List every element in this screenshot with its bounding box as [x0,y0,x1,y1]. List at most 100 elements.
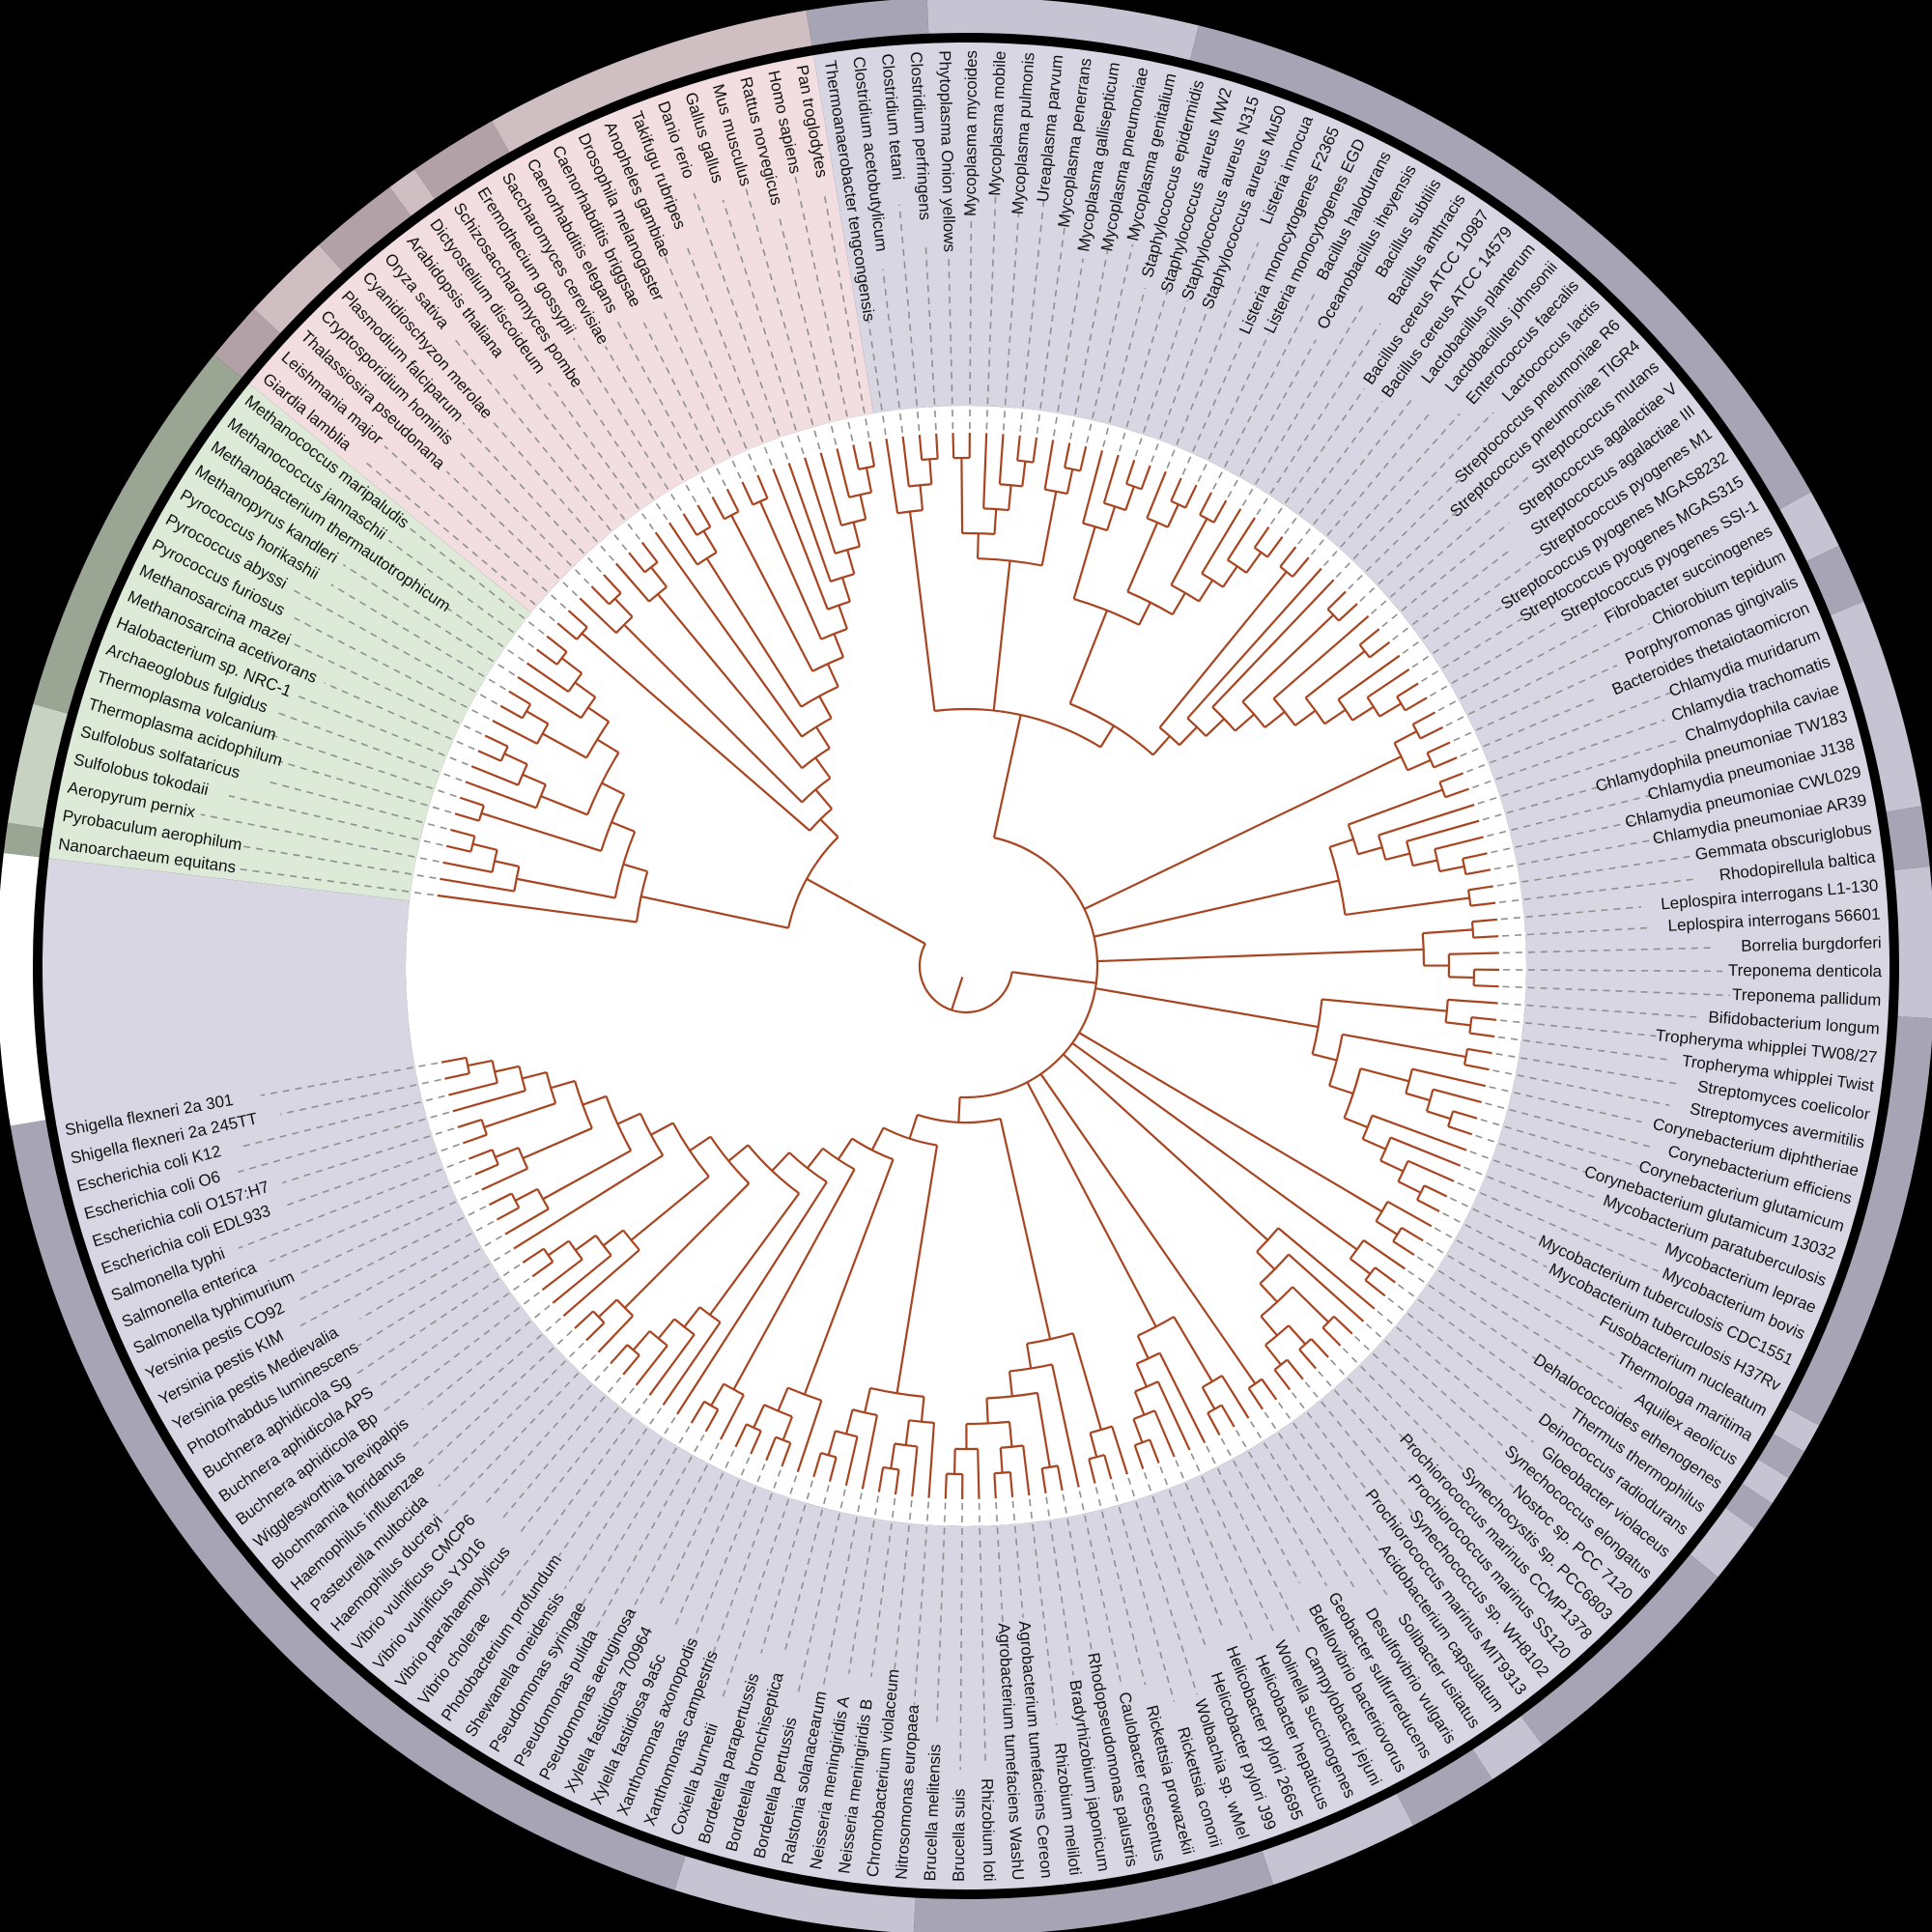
branch [1025,1343,1033,1369]
leaf-connector [330,583,506,691]
branch [1082,450,1104,525]
branch [635,1345,668,1386]
branch [597,1298,618,1319]
clade-arc [869,1386,924,1398]
tree-branches [437,433,1499,1499]
ring-segment-archaea [3,822,43,858]
branch [1260,1315,1278,1337]
leaf-connector [281,1143,460,1208]
leaf-connector [1487,793,1655,838]
branch [522,773,547,786]
branch [1221,1375,1250,1419]
branch [1009,1471,1014,1497]
clade-arc [1259,1253,1290,1285]
branch [445,844,471,853]
branch [1412,711,1436,725]
branch [1427,741,1451,754]
branch [1321,1326,1342,1347]
ring-segment-bacteria [1893,866,1932,1019]
ring-segment-bacteria [913,1851,1274,1932]
leaf-connector [693,192,789,460]
branch [796,1400,823,1473]
branch [819,818,839,838]
leaf-connector [384,445,567,610]
clade-arc [1000,1444,1024,1449]
leaf-connector [1411,597,1517,668]
branch [1094,987,1319,1029]
leaf-connector [1241,303,1365,506]
leaf-connector [200,813,440,863]
clade-arc [1170,583,1200,603]
branch [1036,1392,1051,1467]
branch [870,1126,885,1151]
branch [1261,1378,1278,1401]
leaf-connector [661,307,742,479]
branch [1222,565,1238,588]
leaf-connector [1453,664,1618,742]
branch [550,1079,576,1090]
clade-arc [852,1408,878,1417]
branch [935,433,939,459]
branch [613,597,634,618]
leaf-connector [1416,1256,1623,1390]
branch [1149,1439,1160,1464]
branch [734,1423,748,1448]
branch [1207,1412,1221,1436]
branch [1333,1315,1353,1335]
leaf-connector [1086,243,1134,443]
branch [579,597,617,634]
species-label: Rhizobium loti [978,1778,999,1882]
branch [628,552,646,574]
leaf-connector [1304,1381,1420,1522]
branch [1266,536,1284,558]
branch [844,1435,859,1487]
branch [1279,546,1297,568]
branch [911,1446,919,1497]
leaf-connector [359,1235,502,1320]
branch [597,1315,634,1353]
branch [833,633,845,658]
clade-arc [1158,726,1180,747]
branch [1170,477,1182,502]
branch [1277,1227,1376,1310]
branch [1362,1239,1406,1270]
branch [470,765,519,786]
branch [1022,1445,1031,1496]
branch [1247,1387,1264,1410]
branch [682,513,698,536]
branch [1384,852,1410,861]
branch [536,648,558,666]
branch [1328,1084,1354,1095]
branch [1173,1316,1213,1382]
ring-segment-bacteria [1886,806,1930,870]
branch [1021,461,1027,487]
branch [814,788,833,810]
branch [1273,1369,1292,1391]
branch [1026,1081,1157,1327]
branch [806,1148,824,1169]
clade-arc [586,752,620,815]
ring-segment-bacteria [1725,1483,1773,1529]
clade-arc [574,1080,593,1129]
leaf-connector [376,1278,530,1389]
branch [1369,640,1391,659]
leaf-connector [1365,1322,1508,1450]
branch [610,1344,629,1365]
branch [1040,491,1058,566]
branch [1379,1159,1405,1173]
branch [730,514,814,672]
leaf-connector [1342,1348,1465,1472]
leaf-connector [1235,1430,1328,1587]
branch [444,1072,470,1080]
clade-arc [1364,1266,1377,1281]
branch [1068,610,1109,704]
clade-arc [1133,1409,1155,1420]
branch [928,459,933,485]
clade-arc [917,1113,1001,1124]
branch [750,1430,762,1455]
leaf-connector [995,1502,1005,1628]
branch [465,781,537,810]
branch [1135,1363,1148,1388]
branch [819,452,842,526]
branch [1447,1124,1473,1136]
